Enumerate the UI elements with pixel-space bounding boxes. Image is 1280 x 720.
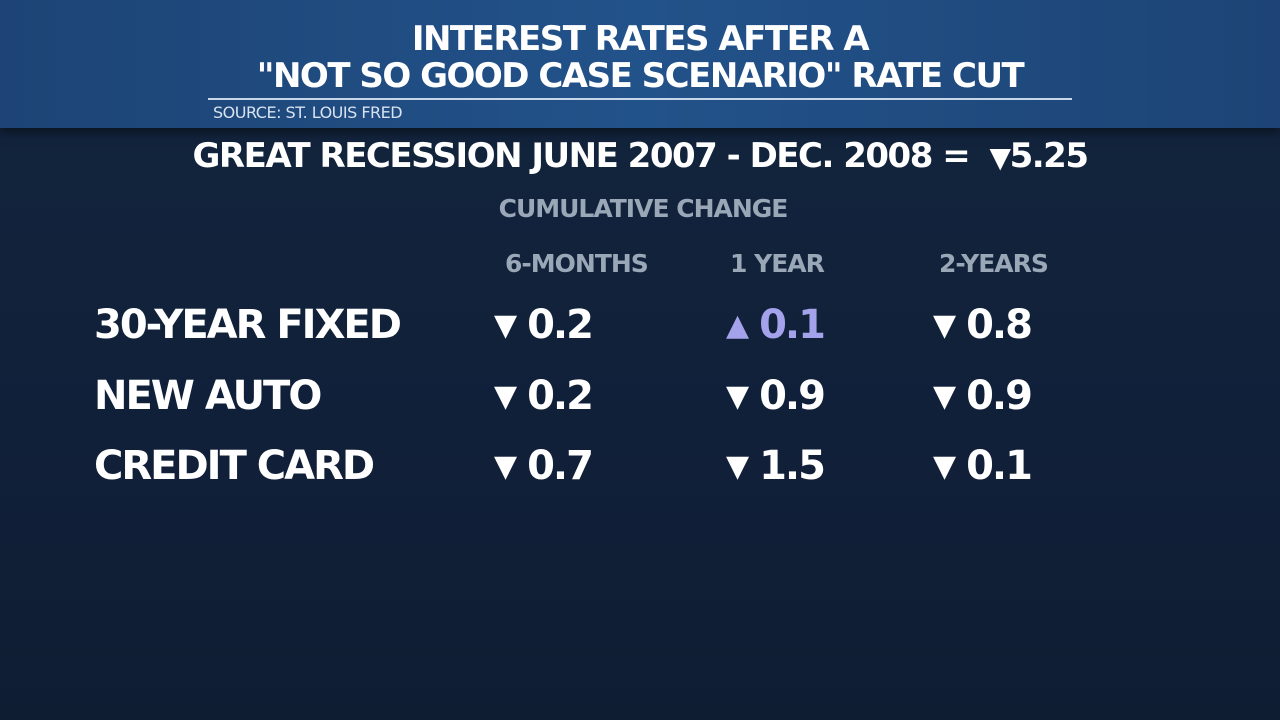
table-cell: ▼ 1.5: [726, 443, 826, 489]
cell-value: 0.2: [527, 302, 594, 348]
subtitle-text: GREAT RECESSION JUNE 2007 - DEC. 2008 =: [192, 136, 971, 176]
down-arrow-icon: ▼: [494, 307, 518, 343]
table-cell: ▼ 0.9: [933, 373, 1033, 419]
title-line-1: INTEREST RATES AFTER A: [411, 19, 870, 59]
table-title: CUMULATIVE CHANGE: [498, 194, 789, 223]
table-cell: ▼ 0.9: [726, 373, 826, 419]
down-arrow-icon: ▼: [726, 448, 750, 484]
down-arrow-icon: ▼: [989, 141, 1012, 174]
column-header: 2-YEARS: [939, 249, 1049, 278]
cell-value: 0.1: [966, 443, 1033, 489]
down-arrow-icon: ▼: [933, 448, 957, 484]
subtitle: GREAT RECESSION JUNE 2007 - DEC. 2008 = …: [0, 136, 1280, 176]
row-label: 30-YEAR FIXED: [94, 302, 402, 348]
header-banner: INTEREST RATES AFTER A "NOT SO GOOD CASE…: [0, 0, 1280, 128]
cell-value: 0.7: [527, 443, 594, 489]
source-label: SOURCE: ST. LOUIS FRED: [213, 103, 403, 122]
column-header: 6-MONTHS: [505, 249, 649, 278]
down-arrow-icon: ▼: [933, 307, 957, 343]
title-line-2: "NOT SO GOOD CASE SCENARIO" RATE CUT: [256, 56, 1025, 96]
subtitle-value: 5.25: [1009, 136, 1089, 176]
table-cell: ▼ 0.7: [494, 443, 594, 489]
cell-value: 0.9: [966, 373, 1033, 419]
row-label: CREDIT CARD: [94, 443, 375, 489]
table-cell: ▼ 0.2: [494, 302, 594, 348]
cell-value: 0.8: [966, 302, 1033, 348]
cell-value: 0.9: [759, 373, 826, 419]
row-label: NEW AUTO: [94, 373, 322, 419]
table-cell: ▼ 0.8: [933, 302, 1033, 348]
table-cell: ▼ 0.2: [494, 373, 594, 419]
cell-value: 1.5: [759, 443, 826, 489]
cell-value: 0.1: [759, 302, 826, 348]
table-cell: ▼ 0.1: [933, 443, 1033, 489]
table-cell: ▲ 0.1: [726, 302, 826, 348]
divider: [208, 98, 1072, 100]
down-arrow-icon: ▼: [933, 378, 957, 414]
column-header: 1 YEAR: [730, 249, 825, 278]
cell-value: 0.2: [527, 373, 594, 419]
down-arrow-icon: ▼: [726, 378, 750, 414]
down-arrow-icon: ▼: [494, 378, 518, 414]
up-arrow-icon: ▲: [726, 307, 750, 343]
down-arrow-icon: ▼: [494, 448, 518, 484]
